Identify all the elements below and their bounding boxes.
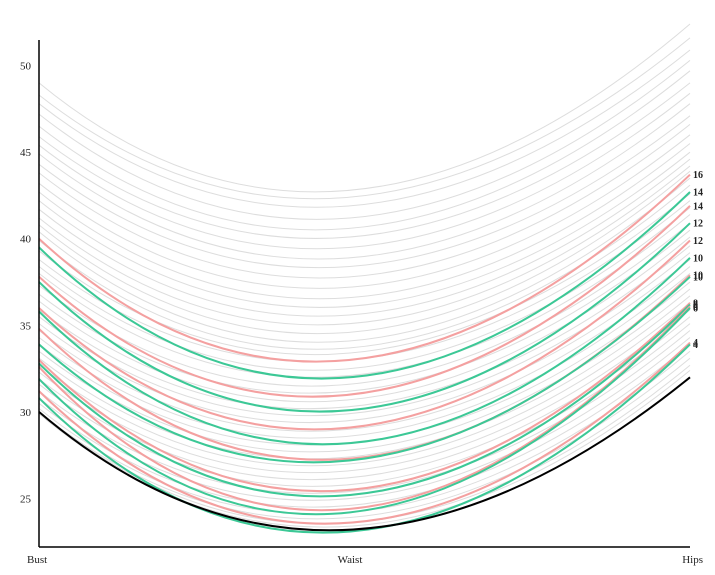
background-series-line bbox=[38, 236, 691, 403]
y-tick-label: 50 bbox=[20, 61, 32, 73]
highlighted-series-line bbox=[38, 205, 691, 398]
series-end-label: 8 bbox=[693, 298, 698, 309]
background-series-line bbox=[38, 124, 691, 279]
series-end-label: 10 bbox=[693, 271, 703, 282]
y-tick-labels: 25 30 35 40 45 50 bbox=[20, 61, 32, 506]
background-series-line bbox=[38, 266, 691, 432]
background-series-line bbox=[38, 37, 691, 200]
series-end-label: 14 bbox=[693, 188, 703, 199]
highlighted-series-line bbox=[38, 305, 691, 512]
series-end-label: 4 bbox=[693, 338, 698, 349]
background-series-line bbox=[38, 177, 691, 343]
series-end-label: 16 bbox=[693, 170, 703, 181]
series-end-label: 12 bbox=[693, 219, 703, 230]
series-end-label: 6 bbox=[693, 304, 698, 315]
background-series-line bbox=[38, 337, 691, 501]
background-series-line bbox=[38, 323, 691, 487]
background-series-line bbox=[38, 23, 691, 193]
highlighted-series-line bbox=[38, 341, 691, 525]
background-series-layer bbox=[38, 23, 691, 528]
highlighted-series-line bbox=[38, 222, 691, 413]
background-series-line bbox=[38, 115, 691, 269]
highlighted-series-line bbox=[38, 191, 691, 380]
background-series-line bbox=[38, 214, 691, 378]
background-series-line bbox=[38, 207, 691, 371]
series-end-label: 12 bbox=[693, 236, 703, 247]
series-end-label: 10 bbox=[693, 253, 703, 264]
base-series-line bbox=[38, 376, 691, 532]
background-series-line bbox=[38, 302, 691, 467]
highlighted-series-line bbox=[38, 343, 691, 534]
background-series-line bbox=[38, 151, 691, 308]
background-series-line bbox=[38, 134, 691, 289]
base-series-layer bbox=[38, 376, 691, 532]
background-series-line bbox=[38, 309, 691, 474]
background-series-line bbox=[38, 245, 691, 410]
y-tick-label: 35 bbox=[20, 320, 32, 332]
background-series-line bbox=[38, 222, 691, 387]
background-series-line bbox=[38, 170, 691, 335]
series-end-label: 10 bbox=[693, 272, 703, 283]
background-series-line bbox=[38, 82, 691, 239]
background-series-line bbox=[38, 70, 691, 231]
background-series-line bbox=[38, 295, 691, 460]
background-series-line bbox=[38, 103, 691, 260]
x-tick-labels: Bust Waist Hips bbox=[27, 554, 703, 566]
series-end-label: 14 bbox=[693, 201, 703, 212]
y-tick-label: 40 bbox=[20, 234, 32, 246]
x-tick-label: Hips bbox=[682, 554, 703, 566]
background-series-line bbox=[38, 49, 691, 208]
background-series-line bbox=[38, 143, 691, 300]
background-series-line bbox=[38, 229, 691, 394]
highlighted-series-line bbox=[38, 307, 691, 516]
background-series-line bbox=[38, 330, 691, 494]
highlighted-series-line bbox=[38, 257, 691, 446]
x-tick-label: Waist bbox=[338, 554, 363, 566]
series-end-label: 8 bbox=[693, 300, 698, 311]
highlighted-series-line bbox=[38, 239, 691, 431]
background-series-line bbox=[38, 92, 691, 250]
y-tick-label: 25 bbox=[20, 494, 32, 506]
highlighted-series-line bbox=[38, 173, 691, 363]
series-end-label: 4 bbox=[693, 340, 698, 351]
background-series-line bbox=[38, 288, 691, 453]
highlighted-series-layer bbox=[38, 173, 691, 534]
highlighted-series-line bbox=[38, 302, 691, 493]
x-tick-label: Bust bbox=[27, 554, 47, 566]
background-series-line bbox=[38, 165, 691, 326]
y-tick-label: 45 bbox=[20, 147, 32, 159]
highlighted-series-line bbox=[38, 303, 691, 498]
y-tick-label: 30 bbox=[20, 407, 32, 419]
series-end-label: 6 bbox=[693, 302, 698, 313]
background-series-line bbox=[38, 60, 691, 220]
background-series-line bbox=[38, 158, 691, 317]
highlighted-series-line bbox=[38, 276, 691, 464]
background-series-line bbox=[38, 273, 691, 439]
background-series-line bbox=[38, 193, 691, 355]
background-series-line bbox=[38, 259, 691, 424]
